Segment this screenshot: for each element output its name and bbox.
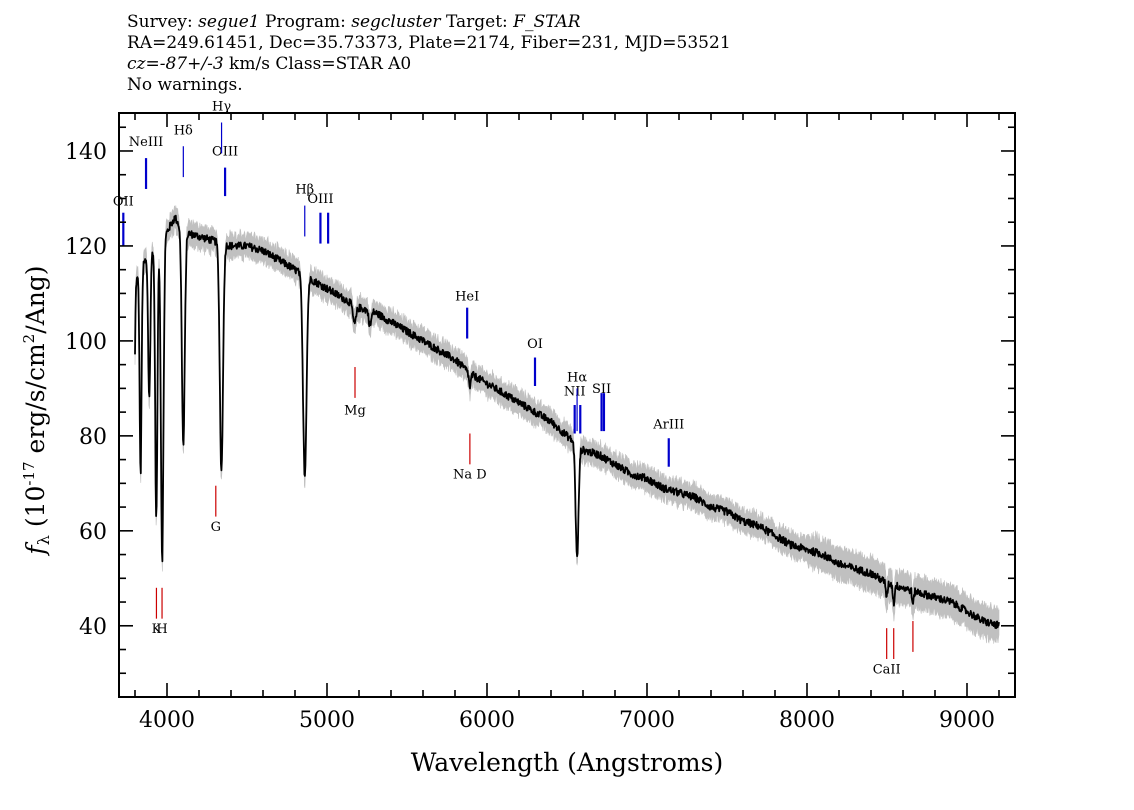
y-axis-title-exp: -17 <box>20 461 38 485</box>
header-line-2: RA=249.61451, Dec=35.73373, Plate=2174, … <box>127 33 731 53</box>
absorption-line-label: K <box>152 622 162 637</box>
target-label: Target: <box>445 12 508 32</box>
y-axis-symbol-sub: λ <box>34 535 53 545</box>
cz-value: -87+/-3 <box>159 54 224 74</box>
emission-line-label: ArIII <box>652 418 684 433</box>
absorption-line-label: CaII <box>873 662 901 677</box>
y-tick-label: 80 <box>79 425 107 450</box>
y-axis-title-main: (10 <box>21 486 50 528</box>
emission-line-label: OII <box>113 195 134 210</box>
spectrum-line <box>134 214 1000 630</box>
spectrum-series <box>134 214 1000 630</box>
program-value: segcluster <box>351 12 441 32</box>
error-band-area <box>134 205 1000 644</box>
class-info: km/s Class=STAR A0 <box>223 54 412 74</box>
emission-line-label: NII <box>564 385 586 400</box>
cz-label: cz= <box>127 54 160 74</box>
balmer-line-label: Hβ <box>295 183 314 198</box>
emission-line-label: OI <box>527 337 543 352</box>
absorption-line-label: Na D <box>453 468 487 483</box>
x-tick-label: 4000 <box>139 708 195 733</box>
header-line-3: cz=-87+/-3 km/s Class=STAR A0 <box>127 54 731 75</box>
x-tick-label: 7000 <box>619 708 675 733</box>
survey-value: segue1 <box>198 12 260 32</box>
spectral-line-markers: OII NeIII OIII OIII HeI OI NII SII ArIII Hδ Hγ Hβ Hα… <box>113 100 914 677</box>
x-tick-label: 8000 <box>779 708 835 733</box>
y-axis-title: fλ (10-17 erg/s/cm2/Ang) <box>20 265 53 556</box>
y-axis-title-mid: erg/s/cm <box>21 343 50 461</box>
emission-line-label: SII <box>592 382 611 397</box>
x-tick-label: 5000 <box>299 708 355 733</box>
y-tick-label: 100 <box>65 330 107 355</box>
y-tick-label: 40 <box>79 615 107 640</box>
y-axis-symbol: f <box>21 542 50 557</box>
y-tick-label: 60 <box>79 520 107 545</box>
emission-line-label: OIII <box>212 145 238 160</box>
absorption-line-label: H <box>156 622 167 637</box>
balmer-line-label: Hα <box>567 370 587 385</box>
header-line-1: Survey: segue1 Program: segcluster Targe… <box>127 12 731 33</box>
x-tick-label: 6000 <box>459 708 515 733</box>
y-axis-title-end: /Ang) <box>21 265 50 333</box>
y-axis-title-exp2: 2 <box>20 334 38 344</box>
emission-line-label: HeI <box>455 290 479 305</box>
survey-label: Survey: <box>127 12 193 32</box>
spectrum-header: Survey: segue1 Program: segcluster Targe… <box>127 12 731 96</box>
emission-line-label: OIII <box>307 192 333 207</box>
y-tick-label: 120 <box>65 235 107 260</box>
program-label: Program: <box>265 12 346 32</box>
error-band <box>134 205 1000 644</box>
emission-line-label: NeIII <box>129 135 163 150</box>
axis-ticks: 4000 5000 6000 7000 8000 9000 40 60 80 100 120 140 <box>65 113 1015 733</box>
x-tick-label: 9000 <box>939 708 995 733</box>
absorption-line-label: G <box>211 520 221 535</box>
x-axis-title: Wavelength (Angstroms) <box>411 748 723 777</box>
balmer-line-label: Hγ <box>212 100 231 115</box>
target-value: F_STAR <box>513 12 581 32</box>
absorption-line-label: Mg <box>344 403 366 418</box>
header-line-4: No warnings. <box>127 75 243 95</box>
y-tick-label: 140 <box>65 140 107 165</box>
plot-frame <box>118 112 1016 698</box>
balmer-line-label: Hδ <box>174 123 193 138</box>
